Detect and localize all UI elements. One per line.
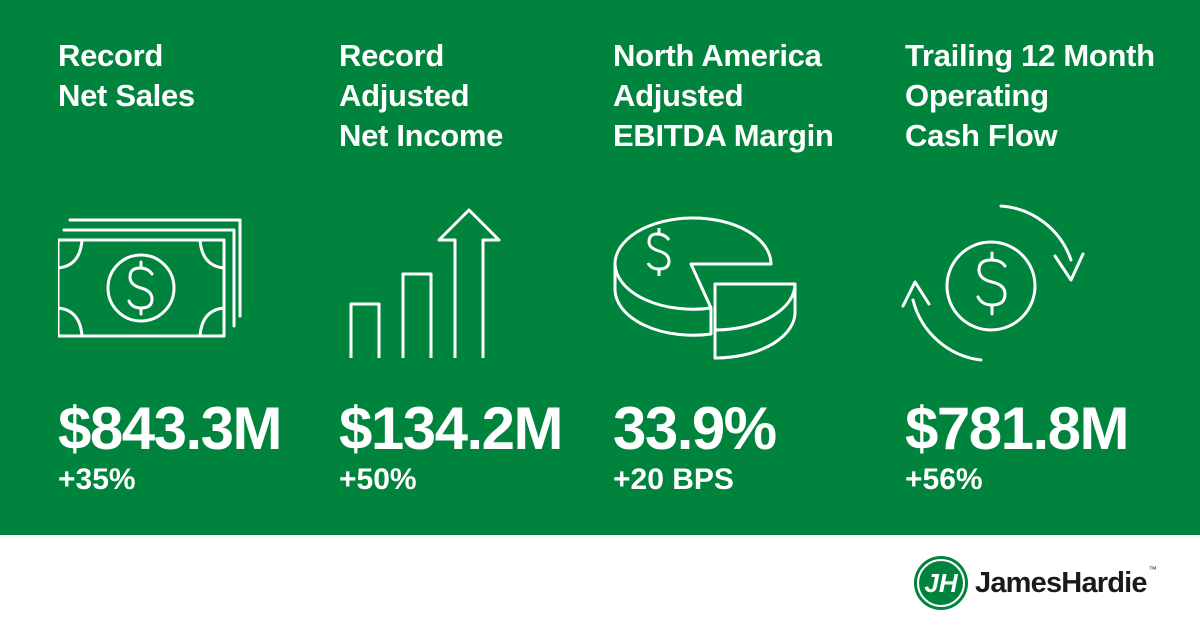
metric-title: Trailing 12 Month Operating Cash Flow: [905, 36, 1155, 156]
metric-change: +20 BPS: [613, 463, 734, 496]
pie-chart-dollar-icon: [613, 206, 813, 366]
metric-change: +56%: [905, 463, 983, 496]
title-line: Record: [58, 38, 164, 73]
title-line: Cash Flow: [905, 118, 1058, 153]
metric-change: +35%: [58, 463, 136, 496]
title-line: North America: [613, 38, 822, 73]
metric-change: +50%: [339, 463, 417, 496]
rising-bar-chart-icon: [349, 208, 509, 360]
title-line: Adjusted: [613, 78, 744, 113]
cash-bills-icon: [58, 200, 248, 360]
logo-wordmark: JamesHardie ™: [975, 565, 1157, 600]
jh-monogram-icon: JH: [914, 556, 968, 610]
cash-cycle-icon: [899, 204, 1099, 364]
trademark-symbol: ™: [1148, 564, 1157, 574]
title-line: Adjusted: [339, 78, 470, 113]
metric-value: 33.9%: [613, 395, 777, 462]
title-line: Net Income: [339, 118, 504, 153]
title-line: Net Sales: [58, 78, 195, 113]
svg-text:JH: JH: [924, 568, 958, 598]
metrics-panel: Record Net Sales $843.3M +35% Record Adj: [0, 0, 1200, 535]
james-hardie-logo: JH JamesHardie ™: [913, 555, 1157, 611]
title-line: Operating: [905, 78, 1049, 113]
metric-value: $134.2M: [339, 395, 564, 462]
metric-title: Record Net Sales: [58, 36, 195, 116]
title-line: EBITDA Margin: [613, 118, 834, 153]
metric-title: Record Adjusted Net Income: [339, 36, 503, 156]
title-line: Record: [339, 38, 445, 73]
metric-value: $781.8M: [905, 395, 1130, 462]
metric-value: $843.3M: [58, 395, 283, 462]
metric-title: North America Adjusted EBITDA Margin: [613, 36, 834, 156]
logo-text: JamesHardie: [975, 566, 1148, 599]
title-line: Trailing 12 Month: [905, 38, 1155, 73]
